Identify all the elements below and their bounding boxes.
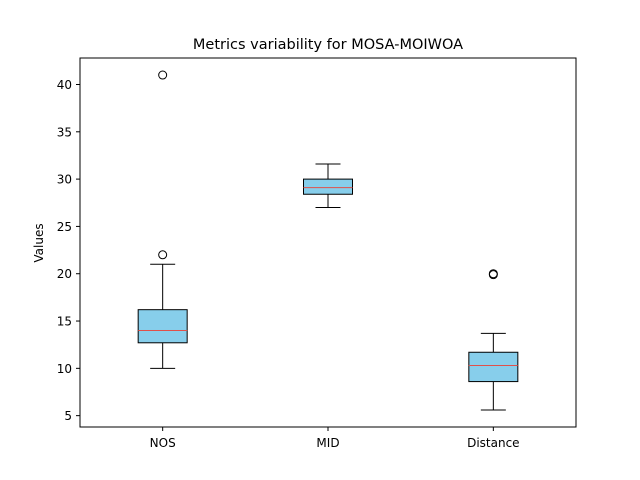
outlier-point-distance (488, 269, 498, 279)
y-tick-label: 5 (64, 409, 72, 423)
y-tick-label: 10 (57, 362, 72, 376)
outlier-point-nos (158, 70, 168, 80)
y-tick-label: 30 (57, 173, 72, 187)
chart-title: Metrics variability for MOSA-MOIWOA (193, 37, 463, 53)
box-nos (137, 309, 188, 344)
y-tick-label: 20 (57, 267, 72, 281)
box-mid (303, 178, 353, 195)
outlier-point-nos (158, 250, 168, 260)
y-tick-label: 15 (57, 315, 72, 329)
y-tick-label: 35 (57, 125, 72, 139)
y-tick-label: 40 (57, 78, 72, 92)
plot-frame (79, 57, 577, 428)
x-tick-label: Distance (467, 436, 519, 450)
x-tick-label: MID (316, 436, 339, 450)
y-axis-label: Values (32, 223, 46, 262)
y-tick-label: 25 (57, 220, 72, 234)
x-tick-label: NOS (150, 436, 176, 450)
box-distance (468, 351, 519, 383)
plot-area: 5 10 15 20 25 30 35 40 NOS MID Distance (57, 70, 520, 450)
